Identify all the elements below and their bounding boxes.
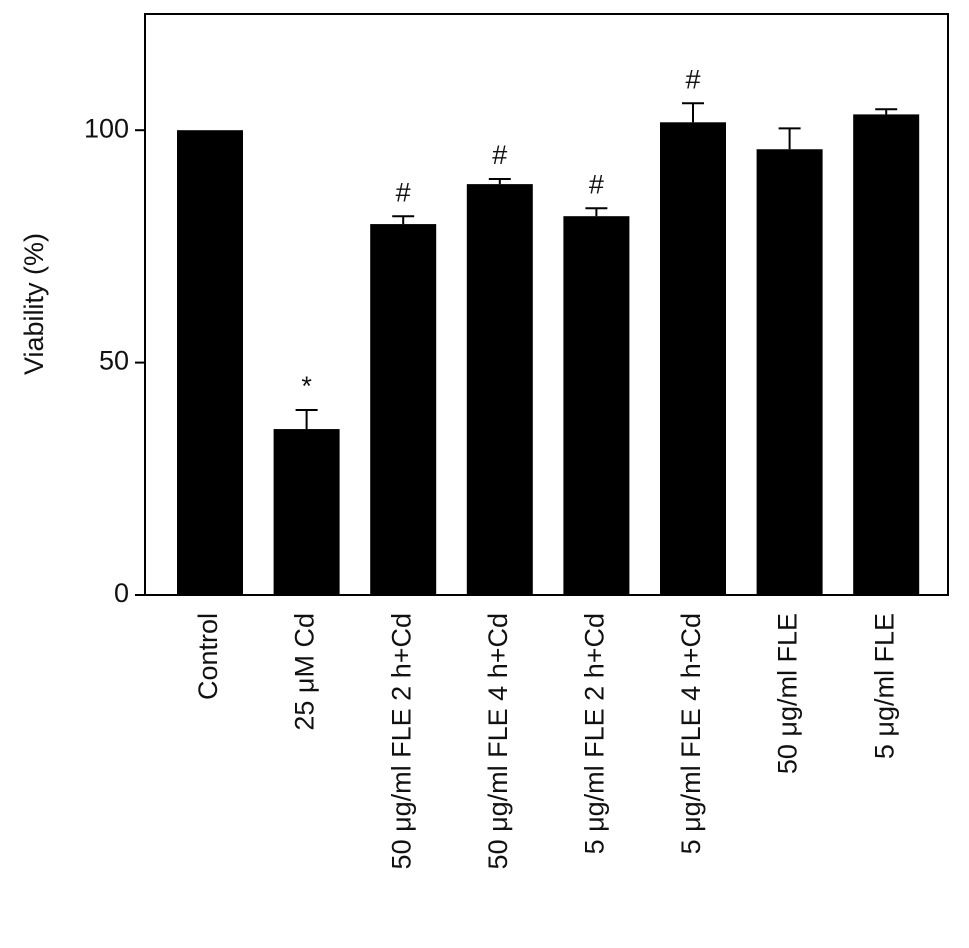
x-tick-label: Control [193, 613, 223, 700]
bar [466, 184, 533, 595]
significance-label: # [589, 169, 604, 199]
significance-label: * [301, 371, 312, 401]
x-tick-label: 5 μg/ml FLE 2 h+Cd [580, 613, 610, 854]
y-tick-label: 50 [99, 346, 129, 376]
y-tick-label: 100 [84, 113, 129, 143]
bar [660, 122, 726, 595]
y-axis-label: Viability (%) [19, 233, 49, 375]
bar [273, 429, 340, 595]
bar [563, 216, 630, 596]
x-tick-label: 5 μg/ml FLE 4 h+Cd [676, 613, 706, 854]
x-tick-label: 25 μM Cd [290, 613, 320, 731]
bar [177, 130, 243, 595]
y-tick-label: 0 [114, 578, 129, 608]
significance-label: # [492, 140, 507, 170]
x-tick-label: 50 μg/ml FLE [773, 613, 803, 774]
x-tick-label: 50 μg/ml FLE 4 h+Cd [483, 613, 513, 869]
x-tick-label: 5 μg/ml FLE [869, 613, 899, 759]
plot-frame [144, 13, 949, 596]
bar [853, 114, 920, 596]
significance-label: # [685, 64, 700, 94]
x-tick-label: 50 μg/ml FLE 2 h+Cd [386, 613, 416, 869]
bar [370, 224, 437, 595]
significance-label: # [396, 177, 411, 207]
bar [756, 149, 823, 595]
